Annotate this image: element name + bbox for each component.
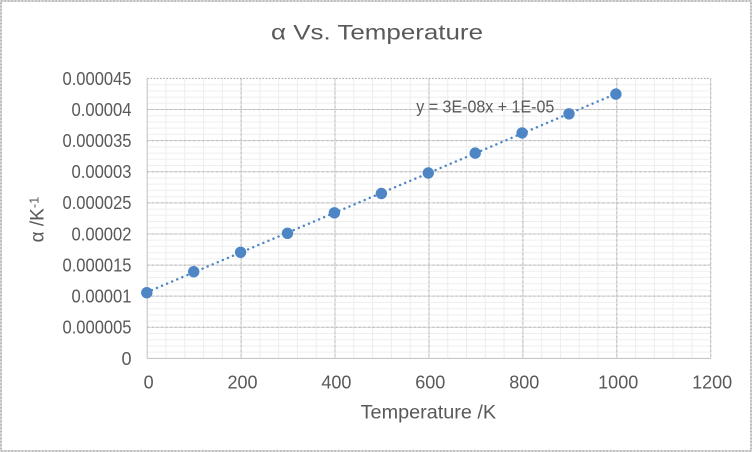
svg-text:0.000015: 0.000015 bbox=[63, 256, 132, 276]
svg-text:0.000035: 0.000035 bbox=[63, 131, 132, 151]
svg-text:0.00004: 0.00004 bbox=[72, 100, 132, 120]
svg-text:y = 3E-08x + 1E-05: y = 3E-08x + 1E-05 bbox=[416, 97, 554, 117]
svg-text:0: 0 bbox=[144, 373, 154, 393]
svg-text:400: 400 bbox=[321, 373, 351, 393]
svg-text:0.00001: 0.00001 bbox=[72, 287, 132, 307]
svg-text:800: 800 bbox=[509, 373, 539, 393]
svg-text:600: 600 bbox=[415, 373, 445, 393]
svg-text:200: 200 bbox=[227, 373, 257, 393]
svg-text:α Vs. Temperature: α Vs. Temperature bbox=[271, 21, 483, 45]
svg-text:0.000005: 0.000005 bbox=[63, 318, 132, 338]
svg-text:1000: 1000 bbox=[598, 373, 638, 393]
svg-text:0.00002: 0.00002 bbox=[72, 224, 132, 244]
svg-text:Temperature /K: Temperature /K bbox=[361, 402, 497, 423]
svg-text:0: 0 bbox=[121, 349, 131, 369]
svg-text:1200: 1200 bbox=[692, 373, 732, 393]
svg-text:0.00003: 0.00003 bbox=[72, 162, 132, 182]
svg-text:0.000025: 0.000025 bbox=[63, 193, 132, 213]
svg-text:0.000045: 0.000045 bbox=[63, 69, 132, 89]
